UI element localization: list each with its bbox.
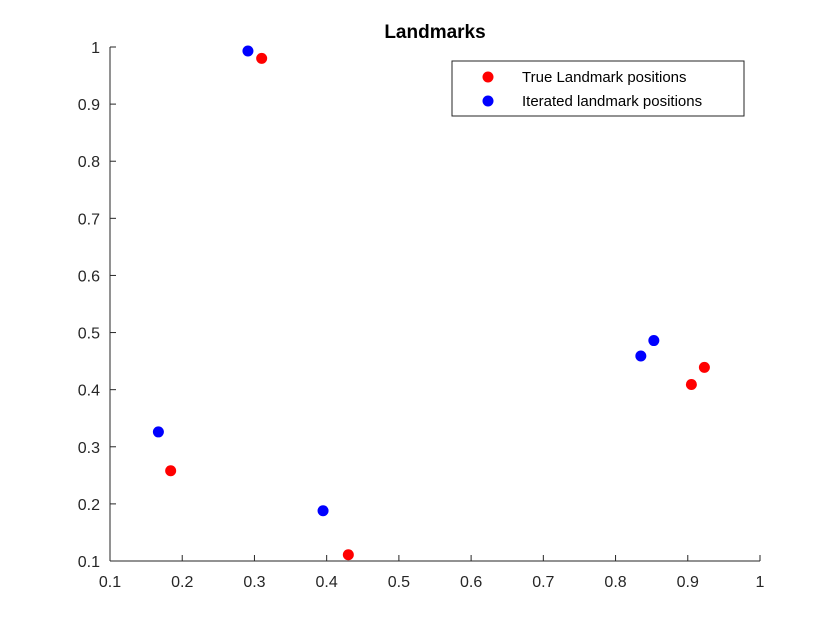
x-tick-label: 0.3 (243, 574, 265, 591)
x-tick-label: 0.8 (604, 574, 626, 591)
chart-title: Landmarks (384, 22, 485, 43)
ticks: 0.1 0.2 0.3 0.4 0.5 0.6 0.7 0.8 0.9 1 0.1 0.2 0.3 0.4… (78, 40, 765, 591)
iterated-landmark-point (635, 350, 647, 362)
true-landmark-point (342, 549, 354, 561)
legend-label-true: True Landmark positions (522, 69, 687, 86)
y-tick-label: 0.9 (78, 97, 100, 114)
x-tick-label: 0.4 (316, 574, 338, 591)
iterated-landmark-point (242, 45, 254, 57)
x-tick-label: 0.9 (677, 574, 699, 591)
data-points (152, 45, 710, 561)
x-tick-label: 1 (756, 574, 765, 591)
iterated-landmark-point (152, 426, 164, 438)
y-tick-label: 0.1 (78, 554, 100, 571)
axes (109, 47, 760, 562)
y-tick-label: 1 (91, 40, 100, 57)
true-landmark-point (256, 52, 268, 64)
true-landmark-point (698, 361, 710, 373)
iterated-landmark-point (317, 505, 329, 517)
x-tick-label: 0.5 (388, 574, 410, 591)
y-tick-label: 0.3 (78, 440, 100, 457)
x-tick-label: 0.1 (99, 574, 121, 591)
legend-box (451, 60, 745, 117)
legend-marker-iterated (482, 95, 494, 107)
true-landmark-point (685, 379, 697, 391)
legend-label-iterated: Iterated landmark positions (522, 93, 702, 110)
y-tick-label: 0.2 (78, 497, 100, 514)
y-tick-label: 0.8 (78, 154, 100, 171)
legend: True Landmark positions Iterated landmark… (451, 60, 745, 117)
y-tick-label: 0.5 (78, 326, 100, 343)
y-tick-label: 0.4 (78, 383, 100, 400)
x-tick-label: 0.7 (532, 574, 554, 591)
iterated-landmark-point (648, 335, 660, 347)
x-tick-label: 0.2 (171, 574, 193, 591)
true-landmark-point (165, 465, 177, 477)
y-tick-label: 0.6 (78, 268, 100, 285)
x-tick-label: 0.6 (460, 574, 482, 591)
legend-marker-true (482, 71, 494, 83)
y-tick-label: 0.7 (78, 211, 100, 228)
